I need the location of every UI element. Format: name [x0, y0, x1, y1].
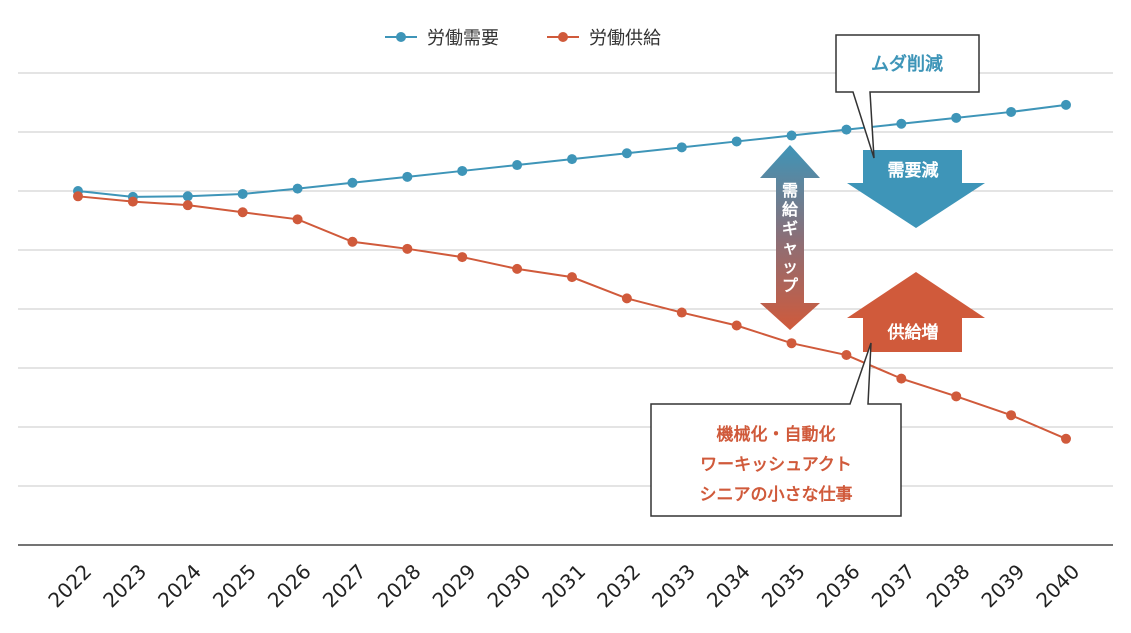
- chart-legend: 労働需要 労働供給: [385, 24, 661, 50]
- data-point-supply: [896, 373, 907, 384]
- data-point-demand: [951, 112, 962, 123]
- data-point-demand: [347, 177, 358, 188]
- data-point-supply: [951, 391, 962, 402]
- data-point-demand: [841, 124, 852, 135]
- x-tick-label: 2036: [812, 559, 865, 612]
- data-point-supply: [1061, 433, 1071, 444]
- gap-label-char: 給: [782, 200, 799, 219]
- legend-swatch-demand: [385, 30, 417, 44]
- data-point-supply: [1006, 410, 1017, 421]
- data-point-supply: [73, 191, 83, 202]
- x-tick-label: 2030: [482, 559, 535, 612]
- gap-arrow: 需給ギャップ: [760, 145, 820, 330]
- data-point-demand: [402, 171, 413, 182]
- data-point-demand: [457, 165, 468, 176]
- data-point-demand: [292, 183, 303, 194]
- data-point-demand: [896, 118, 907, 129]
- gap-label-char: プ: [782, 276, 799, 295]
- data-point-supply: [731, 320, 742, 331]
- gap-label-char: ャ: [782, 238, 798, 257]
- callout-muda-box: [835, 34, 980, 159]
- demand-down-arrow: 需要減: [847, 150, 985, 228]
- legend-label-demand: 労働需要: [427, 28, 499, 49]
- legend-item-supply: 労働供給: [547, 24, 661, 50]
- data-point-supply: [237, 207, 248, 218]
- x-tick-label: 2038: [922, 559, 975, 612]
- data-point-supply: [292, 214, 303, 225]
- data-point-supply: [182, 200, 193, 211]
- gap-arrow-label: 需給ギャップ: [782, 181, 799, 295]
- data-point-supply: [786, 338, 797, 349]
- demand-down-arrow-shape: [847, 150, 985, 228]
- callout-measures-box: [650, 342, 902, 517]
- data-point-supply: [567, 272, 577, 283]
- legend-swatch-supply: [547, 30, 579, 44]
- x-tick-label: 2033: [647, 559, 700, 612]
- data-point-supply: [841, 350, 852, 361]
- data-point-supply: [512, 263, 523, 274]
- data-point-demand: [1061, 99, 1071, 110]
- data-point-demand: [786, 130, 797, 141]
- x-tick-label: 2026: [263, 559, 316, 612]
- series-layer: [73, 99, 1071, 444]
- measure-line-2: ワーキッシュアクト: [700, 455, 852, 475]
- measure-line-1: 機械化・自動化: [717, 424, 836, 445]
- x-tick-label: 2027: [318, 559, 371, 612]
- gap-label-char: ッ: [782, 257, 798, 276]
- x-tick-label: 2029: [428, 559, 481, 612]
- data-point-supply: [347, 236, 358, 247]
- data-point-supply: [676, 307, 687, 318]
- data-point-demand: [182, 191, 193, 202]
- data-point-demand: [567, 154, 577, 165]
- x-tick-label: 2040: [1031, 559, 1084, 612]
- data-point-demand: [237, 188, 248, 199]
- supply-up-label: 供給増: [887, 322, 939, 343]
- legend-item-demand: 労働需要: [385, 24, 499, 50]
- legend-label-supply: 労働供給: [589, 28, 661, 49]
- x-tick-label: 2022: [43, 559, 96, 612]
- data-point-supply: [621, 293, 632, 304]
- demand-down-label: 需要減: [888, 160, 939, 181]
- gap-label-char: 需: [782, 181, 798, 200]
- callout-muda: ムダ削減: [835, 34, 980, 159]
- x-tick-label: 2032: [592, 559, 645, 612]
- gap-arrow-shape: [760, 145, 820, 330]
- data-point-demand: [676, 142, 687, 153]
- supply-up-arrow: 供給増: [847, 272, 985, 352]
- data-point-demand: [512, 160, 523, 171]
- callout-muda-label: ムダ削減: [871, 53, 943, 75]
- data-point-supply: [402, 243, 413, 254]
- data-point-supply: [127, 196, 138, 207]
- supply-up-arrow-shape: [847, 272, 985, 352]
- x-tick-label: 2035: [757, 559, 810, 612]
- x-tick-label: 2023: [98, 559, 151, 612]
- x-tick-label: 2024: [153, 559, 206, 612]
- data-point-supply: [457, 252, 468, 263]
- data-point-demand: [621, 148, 632, 159]
- gap-label-char: ギ: [782, 219, 798, 238]
- data-point-demand: [1006, 106, 1017, 117]
- x-tick-label: 2031: [537, 559, 590, 612]
- x-axis-labels: 2022 2023 2024 2025 2026 2027 2028 2029 2030 2031…: [43, 559, 1084, 612]
- x-tick-label: 2037: [867, 559, 920, 612]
- x-tick-label: 2034: [702, 559, 755, 612]
- x-tick-label: 2025: [208, 559, 261, 612]
- measure-line-3: シニアの小さな仕事: [700, 484, 853, 505]
- callout-measures: 機械化・自動化 ワーキッシュアクト シニアの小さな仕事: [650, 342, 902, 517]
- data-point-demand: [731, 136, 742, 147]
- x-tick-label: 2028: [373, 559, 426, 612]
- x-tick-label: 2039: [976, 559, 1029, 612]
